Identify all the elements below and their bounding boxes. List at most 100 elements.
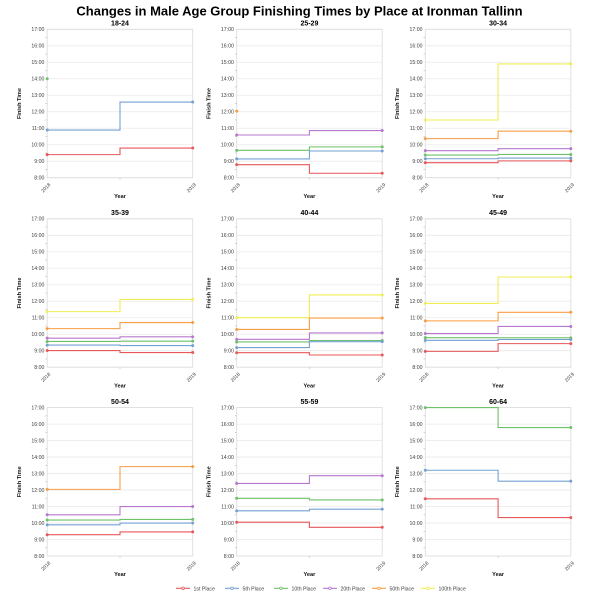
svg-text:Year: Year: [303, 383, 316, 389]
svg-text:50th Place: 50th Place: [390, 586, 415, 592]
svg-text:45-49: 45-49: [489, 210, 507, 217]
svg-text:9:00: 9:00: [224, 537, 234, 543]
svg-text:Finish Time: Finish Time: [395, 466, 401, 497]
svg-text:12:00: 12:00: [410, 110, 423, 116]
svg-text:15:00: 15:00: [31, 438, 44, 444]
svg-text:1st Place: 1st Place: [194, 586, 215, 592]
svg-text:17:00: 17:00: [410, 405, 423, 411]
svg-text:10:00: 10:00: [221, 143, 234, 149]
svg-text:17:00: 17:00: [31, 217, 44, 223]
svg-text:Finish Time: Finish Time: [395, 88, 401, 119]
svg-text:13:00: 13:00: [31, 283, 44, 289]
svg-text:12:00: 12:00: [410, 488, 423, 494]
svg-text:11:00: 11:00: [410, 126, 423, 132]
svg-text:Changes in Male Age Group Fini: Changes in Male Age Group Finishing Time…: [76, 3, 522, 18]
svg-text:15:00: 15:00: [410, 60, 423, 66]
svg-text:30-34: 30-34: [489, 21, 507, 28]
svg-text:9:00: 9:00: [412, 349, 422, 355]
svg-text:Year: Year: [492, 383, 505, 389]
svg-text:13:00: 13:00: [410, 283, 423, 289]
svg-text:Year: Year: [303, 572, 316, 578]
svg-text:25-29: 25-29: [300, 21, 318, 28]
svg-text:15:00: 15:00: [410, 438, 423, 444]
svg-text:8:00: 8:00: [412, 176, 422, 182]
svg-text:14:00: 14:00: [221, 455, 234, 461]
svg-text:16:00: 16:00: [31, 233, 44, 239]
svg-text:11:00: 11:00: [32, 126, 45, 132]
svg-text:Year: Year: [303, 194, 316, 200]
svg-text:9:00: 9:00: [412, 159, 422, 165]
svg-text:60-64: 60-64: [489, 399, 507, 406]
svg-text:Finish Time: Finish Time: [207, 88, 213, 119]
svg-text:12:00: 12:00: [31, 110, 44, 116]
svg-text:8:00: 8:00: [34, 176, 44, 182]
svg-text:11:00: 11:00: [32, 504, 45, 510]
svg-text:12:00: 12:00: [221, 488, 234, 494]
svg-text:Finish Time: Finish Time: [17, 88, 23, 119]
svg-text:11:00: 11:00: [221, 316, 234, 322]
svg-text:13:00: 13:00: [221, 471, 234, 477]
svg-text:100th Place: 100th Place: [439, 586, 467, 592]
svg-text:17:00: 17:00: [221, 405, 234, 411]
svg-text:Year: Year: [114, 383, 127, 389]
svg-text:16:00: 16:00: [410, 233, 423, 239]
svg-text:13:00: 13:00: [31, 93, 44, 99]
svg-text:10:00: 10:00: [221, 521, 234, 527]
svg-text:10:00: 10:00: [410, 143, 423, 149]
svg-text:8:00: 8:00: [412, 554, 422, 560]
svg-text:14:00: 14:00: [221, 77, 234, 83]
svg-text:Year: Year: [114, 194, 127, 200]
svg-text:Finish Time: Finish Time: [207, 278, 213, 309]
svg-text:10th Place: 10th Place: [292, 586, 317, 592]
svg-text:5th Place: 5th Place: [243, 586, 265, 592]
svg-text:10:00: 10:00: [31, 332, 44, 338]
svg-text:12:00: 12:00: [31, 299, 44, 305]
svg-text:16:00: 16:00: [221, 422, 234, 428]
svg-text:14:00: 14:00: [410, 266, 423, 272]
svg-text:10:00: 10:00: [31, 521, 44, 527]
svg-text:20th Place: 20th Place: [341, 586, 366, 592]
svg-text:12:00: 12:00: [410, 299, 423, 305]
svg-text:10:00: 10:00: [410, 332, 423, 338]
svg-text:50-54: 50-54: [111, 399, 129, 406]
svg-text:16:00: 16:00: [221, 44, 234, 50]
svg-text:17:00: 17:00: [410, 27, 423, 33]
svg-text:10:00: 10:00: [410, 521, 423, 527]
svg-text:8:00: 8:00: [34, 365, 44, 371]
svg-text:11:00: 11:00: [32, 316, 45, 322]
svg-text:14:00: 14:00: [31, 77, 44, 83]
svg-text:15:00: 15:00: [31, 250, 44, 256]
svg-text:15:00: 15:00: [221, 250, 234, 256]
svg-text:16:00: 16:00: [31, 422, 44, 428]
svg-text:16:00: 16:00: [410, 422, 423, 428]
svg-text:Finish Time: Finish Time: [395, 278, 401, 309]
svg-text:Finish Time: Finish Time: [17, 278, 23, 309]
svg-text:17:00: 17:00: [221, 27, 234, 33]
svg-text:16:00: 16:00: [221, 233, 234, 239]
svg-text:8:00: 8:00: [224, 176, 234, 182]
svg-text:14:00: 14:00: [31, 455, 44, 461]
svg-text:9:00: 9:00: [224, 349, 234, 355]
svg-text:11:00: 11:00: [410, 316, 423, 322]
svg-text:16:00: 16:00: [31, 44, 44, 50]
svg-text:8:00: 8:00: [224, 365, 234, 371]
svg-text:10:00: 10:00: [221, 332, 234, 338]
svg-text:15:00: 15:00: [221, 438, 234, 444]
svg-text:13:00: 13:00: [410, 93, 423, 99]
svg-text:9:00: 9:00: [412, 537, 422, 543]
svg-text:17:00: 17:00: [221, 217, 234, 223]
svg-text:Finish Time: Finish Time: [207, 466, 213, 497]
svg-text:13:00: 13:00: [31, 471, 44, 477]
svg-text:8:00: 8:00: [412, 365, 422, 371]
svg-text:13:00: 13:00: [221, 93, 234, 99]
svg-text:14:00: 14:00: [31, 266, 44, 272]
svg-text:Year: Year: [114, 572, 127, 578]
svg-text:17:00: 17:00: [31, 405, 44, 411]
svg-text:55-59: 55-59: [300, 399, 318, 406]
svg-text:11:00: 11:00: [221, 504, 234, 510]
svg-text:14:00: 14:00: [410, 77, 423, 83]
svg-text:9:00: 9:00: [34, 159, 44, 165]
svg-text:17:00: 17:00: [31, 27, 44, 33]
svg-text:15:00: 15:00: [31, 60, 44, 66]
svg-text:35-39: 35-39: [111, 210, 129, 217]
